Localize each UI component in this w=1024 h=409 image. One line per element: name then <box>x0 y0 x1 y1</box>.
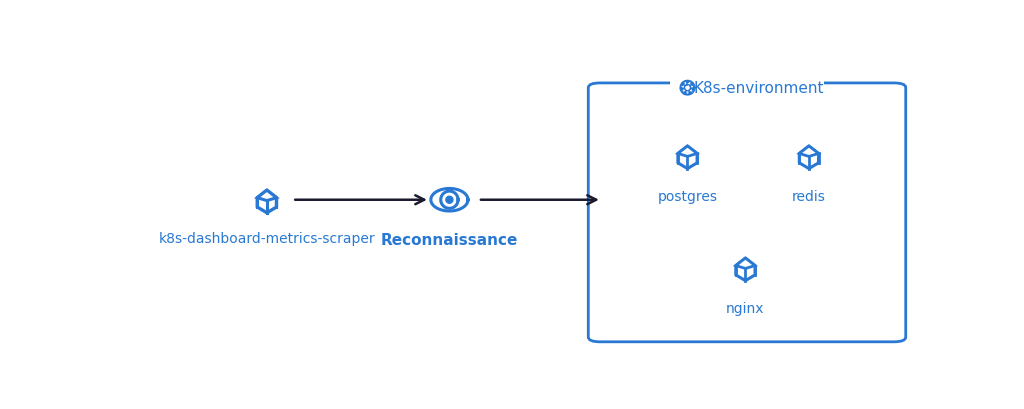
Polygon shape <box>257 191 276 213</box>
Text: postgres: postgres <box>657 189 718 203</box>
Polygon shape <box>678 147 697 157</box>
Polygon shape <box>257 191 276 201</box>
Text: redis: redis <box>792 189 825 203</box>
Polygon shape <box>800 147 818 169</box>
Text: k8s-dashboard-metrics-scraper: k8s-dashboard-metrics-scraper <box>159 231 375 245</box>
Polygon shape <box>800 147 818 157</box>
Bar <box>670 79 824 98</box>
Text: K8s-environment: K8s-environment <box>693 81 824 96</box>
Text: nginx: nginx <box>726 301 765 315</box>
Polygon shape <box>736 258 755 269</box>
Polygon shape <box>678 147 697 169</box>
Polygon shape <box>736 258 755 281</box>
Text: Reconnaissance: Reconnaissance <box>381 232 518 247</box>
Polygon shape <box>445 197 453 204</box>
